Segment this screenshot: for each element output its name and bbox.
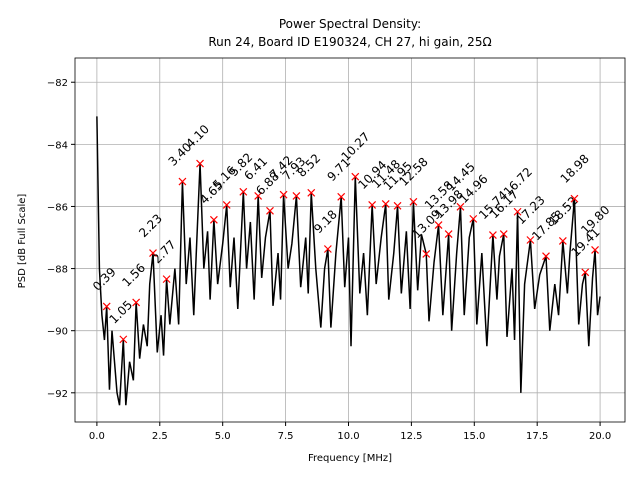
- peak-marker: [381, 200, 390, 208]
- peak-label: 18.98: [558, 152, 592, 186]
- peak-marker: [591, 246, 599, 254]
- y-tick-label: −88: [47, 265, 68, 276]
- peak-marker: [368, 200, 377, 209]
- peak-marker: [239, 187, 248, 196]
- psd-line: [96, 116, 601, 406]
- peak-marker: [323, 245, 332, 253]
- peak-marker: [558, 237, 567, 245]
- peak-marker: [196, 159, 204, 168]
- peak-marker: [337, 192, 346, 201]
- peak-label: 2.23: [136, 211, 165, 240]
- peak-marker: [254, 191, 263, 200]
- chart-title: Power Spectral Density:: [279, 17, 421, 31]
- x-tick-label: 7.5: [278, 431, 294, 442]
- peak-marker: [409, 197, 418, 206]
- peak-marker: [581, 268, 590, 277]
- peak-label: 1.05: [107, 298, 136, 327]
- peak-marker: [570, 194, 579, 203]
- peak-label: 9.18: [311, 207, 340, 236]
- x-tick-label: 5.0: [215, 431, 231, 442]
- peak-marker: [422, 250, 431, 258]
- peak-marker: [149, 249, 157, 257]
- peak-label: 2.77: [150, 237, 179, 266]
- peak-marker: [434, 221, 443, 230]
- x-tick-label: 0.0: [89, 431, 105, 442]
- x-tick-label: 2.5: [152, 431, 168, 442]
- peak-marker: [526, 236, 535, 244]
- peak-marker: [393, 201, 402, 210]
- peak-marker: [513, 207, 522, 216]
- y-tick-label: −86: [47, 202, 68, 213]
- x-axis-label: Frequency [MHz]: [308, 453, 392, 464]
- peak-marker: [266, 206, 274, 215]
- plot-frame: [74, 57, 626, 423]
- y-tick-label: −90: [47, 327, 68, 338]
- chart-subtitle: Run 24, Board ID E190324, CH 27, hi gain…: [208, 35, 491, 49]
- y-tick-label: −84: [47, 140, 68, 151]
- x-tick-label: 20.0: [589, 431, 611, 442]
- peak-label: 0.39: [90, 265, 119, 294]
- peak-marker: [488, 231, 497, 239]
- peak-marker: [162, 275, 171, 284]
- y-tick-label: −92: [47, 389, 68, 400]
- peak-label: 10.27: [339, 130, 373, 164]
- peak-marker: [222, 200, 231, 209]
- peak-marker: [499, 230, 508, 239]
- peak-marker: [132, 298, 141, 307]
- peak-marker: [456, 202, 465, 211]
- y-axis-label: PSD [dB Full Scale]: [17, 194, 28, 289]
- peak-label: 1.56: [119, 261, 148, 290]
- peak-marker: [307, 188, 316, 197]
- peak-marker: [178, 177, 187, 186]
- peak-marker: [119, 335, 128, 344]
- peak-marker: [102, 302, 111, 311]
- x-tick-label: 12.5: [400, 431, 422, 442]
- x-tick-label: 17.5: [526, 431, 548, 442]
- x-tick-label: 10.0: [337, 431, 359, 442]
- peak-marker: [444, 230, 453, 239]
- peak-marker: [469, 214, 478, 223]
- peak-marker: [542, 252, 550, 261]
- x-tick-label: 15.0: [463, 431, 485, 442]
- y-tick-label: −82: [47, 78, 68, 89]
- peak-marker: [279, 190, 288, 199]
- peak-marker: [209, 215, 218, 224]
- peak-label: 4.10: [183, 122, 212, 151]
- peak-marker: [351, 172, 360, 181]
- peak-marker: [292, 191, 301, 200]
